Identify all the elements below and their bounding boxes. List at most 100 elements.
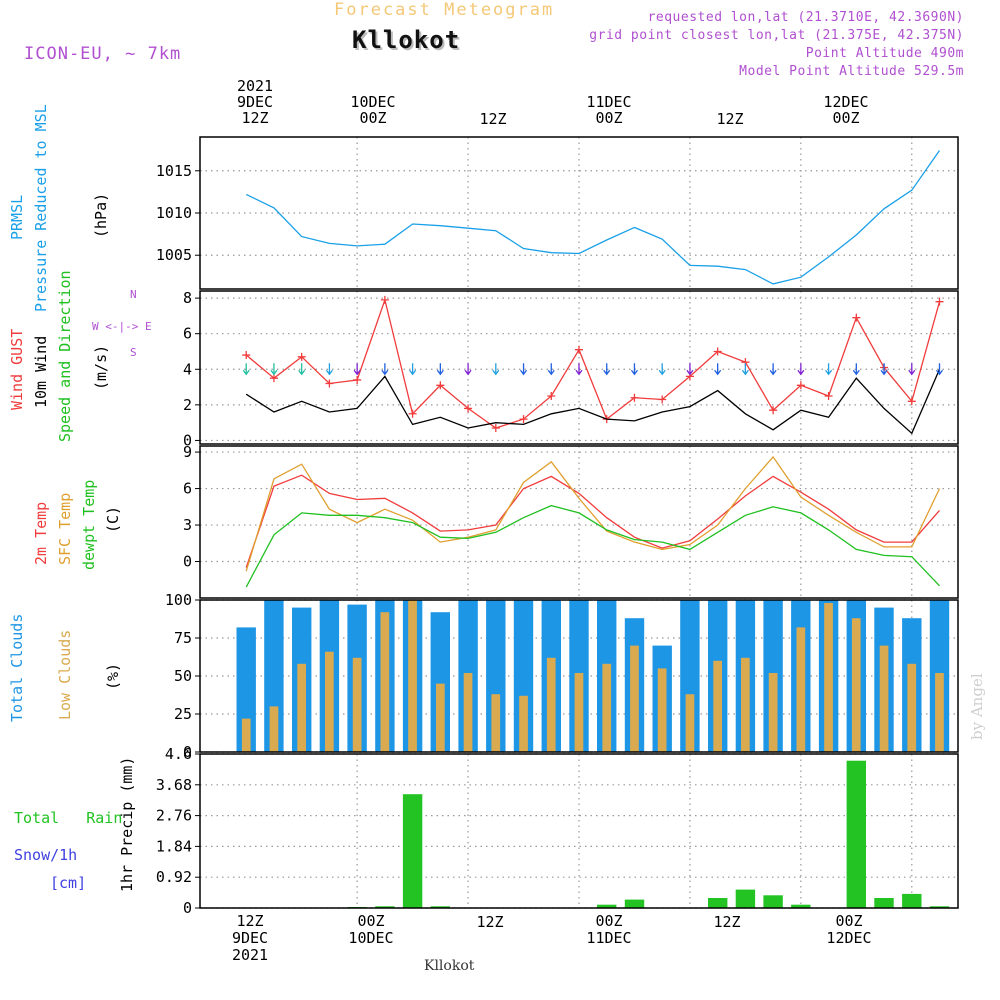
wind-arrow-4 [353, 363, 361, 376]
wind-series-10m-wind [245, 369, 941, 435]
precip-bar-total-rain-6 [402, 794, 423, 908]
wind-arrow-25 [935, 363, 944, 376]
wind-arrow-9 [492, 363, 500, 376]
temp-ytick-label-0: 0 [183, 553, 192, 571]
gust-marker-2 [297, 352, 306, 361]
total-clouds-label: Total Clouds [8, 613, 26, 722]
bottom-time-label-4: 00Z 11DEC [586, 912, 632, 947]
clouds-bar-low-clouds-12 [574, 673, 584, 752]
wind-arrow-2 [298, 363, 306, 376]
rain-label: Total Rain [14, 809, 123, 827]
wind-series-wind-gust [245, 297, 941, 429]
temp-2m-label: 2m Temp [32, 501, 50, 565]
gust-marker-7 [436, 381, 445, 390]
precip-ytick-label-0: 0 [183, 899, 192, 917]
gust-marker-9 [491, 423, 500, 432]
clouds-bar-low-clouds-11 [546, 657, 556, 752]
wind-arrow-14 [630, 363, 638, 376]
clouds-bar-low-clouds-8 [463, 673, 473, 752]
clouds-bar-low-clouds-0 [241, 718, 251, 752]
clouds-ytick-label-2: 50 [174, 667, 192, 685]
wind-arrow-24 [908, 363, 916, 376]
precip-bar-total-rain-14 [624, 899, 645, 908]
precip-bar-total-rain-13 [597, 904, 617, 908]
pressure-unit: (hPa) [92, 192, 110, 238]
gust-marker-25 [935, 297, 944, 306]
precip-unit: 1hr Precip (mm) [118, 756, 136, 892]
model-altitude: Model Point Altitude 529.5m [739, 64, 964, 79]
clouds-bar-low-clouds-25 [935, 673, 944, 752]
wind-ytick-label-3: 6 [183, 325, 192, 343]
wind-arrow-21 [825, 363, 833, 376]
clouds-bar-low-clouds-24 [907, 663, 917, 752]
clouds-bar-low-clouds-23 [879, 645, 889, 752]
gust-marker-20 [796, 381, 805, 390]
clouds-bar-low-clouds-21 [824, 603, 833, 752]
wind-arrow-18 [741, 363, 749, 376]
wind-ytick-label-1: 2 [183, 396, 192, 414]
clouds-bar-low-clouds-2 [297, 663, 306, 752]
gust-marker-1 [269, 374, 278, 383]
precip-bar-total-rain-19 [763, 895, 783, 908]
clouds-bar-low-clouds-3 [325, 651, 334, 752]
wind-arrow-7 [436, 363, 444, 376]
wind-arrow-0 [242, 363, 250, 376]
clouds-bar-low-clouds-1 [269, 706, 279, 752]
gust-marker-24 [907, 397, 916, 406]
clouds-ytick-label-4: 100 [165, 591, 192, 609]
wind-arrow-20 [797, 363, 805, 376]
wind-arrow-3 [325, 363, 333, 376]
precip-ytick-label-5: 4.6 [165, 745, 192, 763]
pressure-ytick-label-2: 1015 [156, 162, 192, 180]
snow-unit: [cm] [50, 874, 87, 892]
clouds-bar-low-clouds-4 [352, 657, 362, 752]
bottom-time-label-2: 00Z 10DEC [348, 912, 394, 947]
pressure-ytick-label-1: 1010 [156, 204, 192, 222]
gust-marker-4 [353, 375, 362, 384]
temp-unit: (C) [104, 505, 122, 533]
pressure-series-prmsl [245, 150, 941, 285]
watermark: by Angel [968, 673, 986, 740]
clouds-bar-total-clouds-10 [513, 600, 534, 752]
clouds-frame [199, 599, 959, 753]
clouds-bar-total-clouds-9 [486, 600, 506, 752]
clouds-ytick-label-3: 75 [174, 629, 192, 647]
precip-bar-total-rain-25 [929, 906, 950, 908]
gust-marker-10 [519, 415, 528, 424]
wind-arrow-11 [547, 363, 555, 376]
compass-s: S [130, 346, 137, 359]
bottom-time-label-6: 00Z 12DEC [826, 912, 872, 947]
wind-arrow-22 [852, 363, 860, 376]
temp-series-sfc-temp [245, 455, 941, 572]
clouds-bar-low-clouds-20 [796, 627, 806, 752]
precip-bar-total-rain-18 [735, 889, 756, 908]
wind-arrow-10 [520, 363, 528, 376]
clouds-bar-total-clouds-0 [236, 627, 256, 752]
wind-ytick-label-4: 8 [183, 289, 192, 307]
top-time-label-3: 12Z [479, 110, 507, 128]
clouds-bar-low-clouds-14 [630, 645, 639, 752]
clouds-unit: (%) [104, 662, 122, 690]
wind-arrow-23 [880, 363, 888, 376]
clouds-bar-total-clouds-1 [264, 600, 284, 752]
requested-point: requested lon,lat (21.3710E, 42.3690N) [647, 10, 964, 25]
wind-direction-label: Speed and Direction [56, 270, 74, 442]
footer-location: Kllokot [424, 958, 475, 974]
gust-marker-14 [630, 393, 639, 402]
temp-dewpt-label: dewpt Temp [80, 479, 98, 570]
gust-marker-17 [713, 347, 722, 356]
gust-marker-15 [658, 395, 667, 404]
gust-marker-0 [242, 351, 251, 360]
precip-ytick-label-1: 0.92 [156, 868, 192, 886]
precip-bar-total-rain-23 [874, 898, 894, 908]
wind-arrow-15 [658, 363, 666, 376]
clouds-bar-low-clouds-13 [602, 663, 612, 752]
clouds-bar-low-clouds-17 [713, 660, 722, 752]
gust-marker-5 [380, 295, 389, 304]
pressure-ytick-label-0: 1005 [156, 246, 192, 264]
clouds-bar-low-clouds-19 [768, 673, 778, 752]
wind-arrow-6 [409, 363, 417, 376]
precip-bar-total-rain-24 [902, 893, 922, 908]
clouds-bar-total-clouds-7 [430, 612, 450, 752]
clouds-ytick-label-1: 25 [174, 705, 192, 723]
